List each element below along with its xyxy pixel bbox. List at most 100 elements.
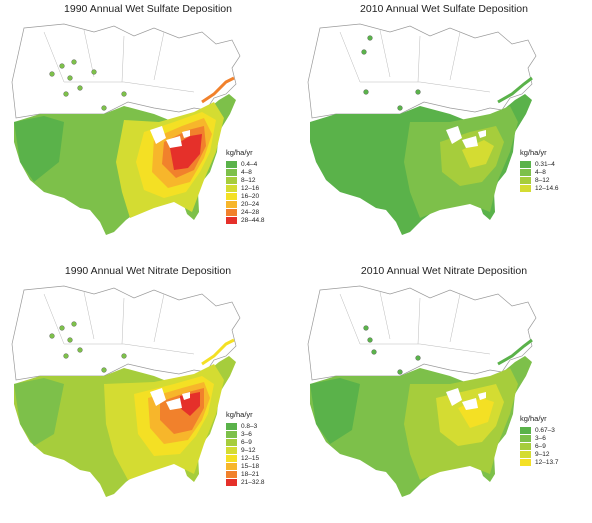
- legend-item: 24–28: [226, 208, 265, 216]
- legend-label: 15–18: [241, 462, 260, 470]
- legend-swatch: [520, 458, 531, 466]
- legend-item: 8–12: [520, 176, 559, 184]
- zone-low: [14, 116, 64, 182]
- legend-label: 8–12: [241, 176, 256, 184]
- canada-east-band: [497, 76, 533, 104]
- legend-item: 8–12: [226, 176, 265, 184]
- legend-swatch: [226, 470, 237, 478]
- legend-item: 12–14.6: [520, 184, 559, 192]
- legend-item: 6–9: [520, 442, 559, 450]
- legend-item: 4–8: [520, 168, 559, 176]
- legend-item: 21–32.8: [226, 478, 265, 486]
- legend-label: 0.67–3: [535, 426, 555, 434]
- legend-swatch: [226, 422, 237, 430]
- legend-swatch: [226, 438, 237, 446]
- legend-label: 12–13.7: [535, 458, 559, 466]
- canada-sites: [361, 35, 421, 111]
- great-lakes: [446, 388, 486, 410]
- legend-label: 9–12: [241, 446, 256, 454]
- legend-label: 0.8–3: [241, 422, 258, 430]
- legend-item: 6–9: [226, 438, 265, 446]
- legend-swatch: [226, 462, 237, 470]
- province-borders: [339, 29, 491, 93]
- legend-item: 20–24: [226, 200, 265, 208]
- legend-label: 12–14.6: [535, 184, 559, 192]
- legend-label: 3–6: [241, 430, 252, 438]
- legend-item: 0.67–3: [520, 426, 559, 434]
- map-panel-2010-nitrate: 2010 Annual Wet Nitrate Deposition kg/ha…: [296, 262, 592, 523]
- legend-item: 3–6: [226, 430, 265, 438]
- legend-item: 12–16: [226, 184, 265, 192]
- legend-label: 12–15: [241, 454, 260, 462]
- panel-title: 2010 Annual Wet Nitrate Deposition: [360, 265, 528, 277]
- legend-swatch: [520, 434, 531, 442]
- map-panel-1990-sulfate: 1990 Annual Wet Sulfate Deposition kg/ha…: [0, 0, 296, 261]
- legend-label: 24–28: [241, 208, 260, 216]
- legend-swatch: [226, 176, 237, 184]
- province-borders: [43, 29, 195, 93]
- legend-swatch: [520, 184, 531, 192]
- legend-swatch: [226, 454, 237, 462]
- deposition-map: [307, 23, 537, 235]
- canada-sites: [49, 59, 127, 111]
- legend-swatch: [520, 450, 531, 458]
- legend-label: 21–32.8: [241, 478, 265, 486]
- legend-swatch: [226, 478, 237, 486]
- legend-item: 12–13.7: [520, 458, 559, 466]
- zone-low: [310, 378, 360, 444]
- legend-swatch: [520, 442, 531, 450]
- legend-label: 18–21: [241, 470, 260, 478]
- legend-swatch: [520, 160, 531, 168]
- legend-swatch: [226, 192, 237, 200]
- canada-east-band: [497, 338, 533, 366]
- legend-item: 18–21: [226, 470, 265, 478]
- zone-3-6: [14, 378, 64, 446]
- great-lakes: [150, 126, 190, 148]
- legend-swatch: [226, 208, 237, 216]
- legend-label: 28–44.8: [241, 216, 265, 224]
- canada-east-band: [201, 76, 235, 104]
- legend-label: 12–16: [241, 184, 260, 192]
- canada-sites: [363, 325, 421, 375]
- legend-item: 16–20: [226, 192, 265, 200]
- legend-label: 8–12: [535, 176, 550, 184]
- legend-swatch: [520, 426, 531, 434]
- province-borders: [43, 291, 195, 355]
- legend-unit: kg/ha/yr: [520, 414, 547, 423]
- deposition-map: [11, 285, 241, 497]
- legend-swatch: [226, 184, 237, 192]
- legend-swatch: [520, 176, 531, 184]
- legend-label: 16–20: [241, 192, 260, 200]
- legend-item: 15–18: [226, 462, 265, 470]
- legend-unit: kg/ha/yr: [520, 148, 547, 157]
- legend-swatch: [226, 430, 237, 438]
- panel-title: 1990 Annual Wet Sulfate Deposition: [64, 3, 232, 15]
- legend-item: 0.31–4: [520, 160, 559, 168]
- legend-item: 0.4–4: [226, 160, 265, 168]
- legend-swatch: [520, 168, 531, 176]
- panel-title: 1990 Annual Wet Nitrate Deposition: [64, 265, 232, 277]
- legend: kg/ha/yr 0.67–3 3–6 6–9 9–12 12–13.7: [520, 414, 559, 466]
- legend-label: 3–6: [535, 434, 546, 442]
- great-lakes: [446, 126, 486, 148]
- legend-label: 20–24: [241, 200, 260, 208]
- legend-swatch: [226, 216, 237, 224]
- canada-sites: [49, 321, 127, 373]
- map-panel-2010-sulfate: 2010 Annual Wet Sulfate Deposition kg/ha…: [296, 0, 592, 261]
- deposition-map: [11, 23, 241, 235]
- legend-swatch: [226, 160, 237, 168]
- legend-label: 6–9: [241, 438, 252, 446]
- deposition-map: [307, 285, 537, 497]
- legend: kg/ha/yr 0.4–4 4–8 8–12 12–16 16–20 20–24 24–2…: [226, 148, 265, 224]
- legend-label: 9–12: [535, 450, 550, 458]
- great-lakes: [150, 388, 190, 410]
- legend-item: 0.8–3: [226, 422, 265, 430]
- legend-swatch: [226, 200, 237, 208]
- legend-label: 0.31–4: [535, 160, 555, 168]
- legend-swatch: [226, 446, 237, 454]
- panel-title: 2010 Annual Wet Sulfate Deposition: [360, 3, 528, 15]
- legend-label: 4–8: [535, 168, 546, 176]
- province-borders: [339, 291, 491, 355]
- legend-unit: kg/ha/yr: [226, 148, 253, 157]
- legend-unit: kg/ha/yr: [226, 410, 253, 419]
